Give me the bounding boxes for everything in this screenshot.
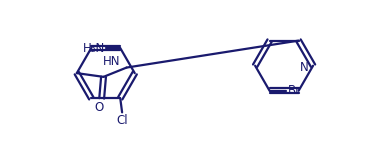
- Text: N: N: [300, 61, 309, 74]
- Text: H₂N: H₂N: [82, 42, 105, 55]
- Text: Cl: Cl: [116, 114, 128, 127]
- Text: O: O: [94, 101, 104, 114]
- Text: HN: HN: [103, 56, 120, 69]
- Text: Br: Br: [288, 84, 301, 97]
